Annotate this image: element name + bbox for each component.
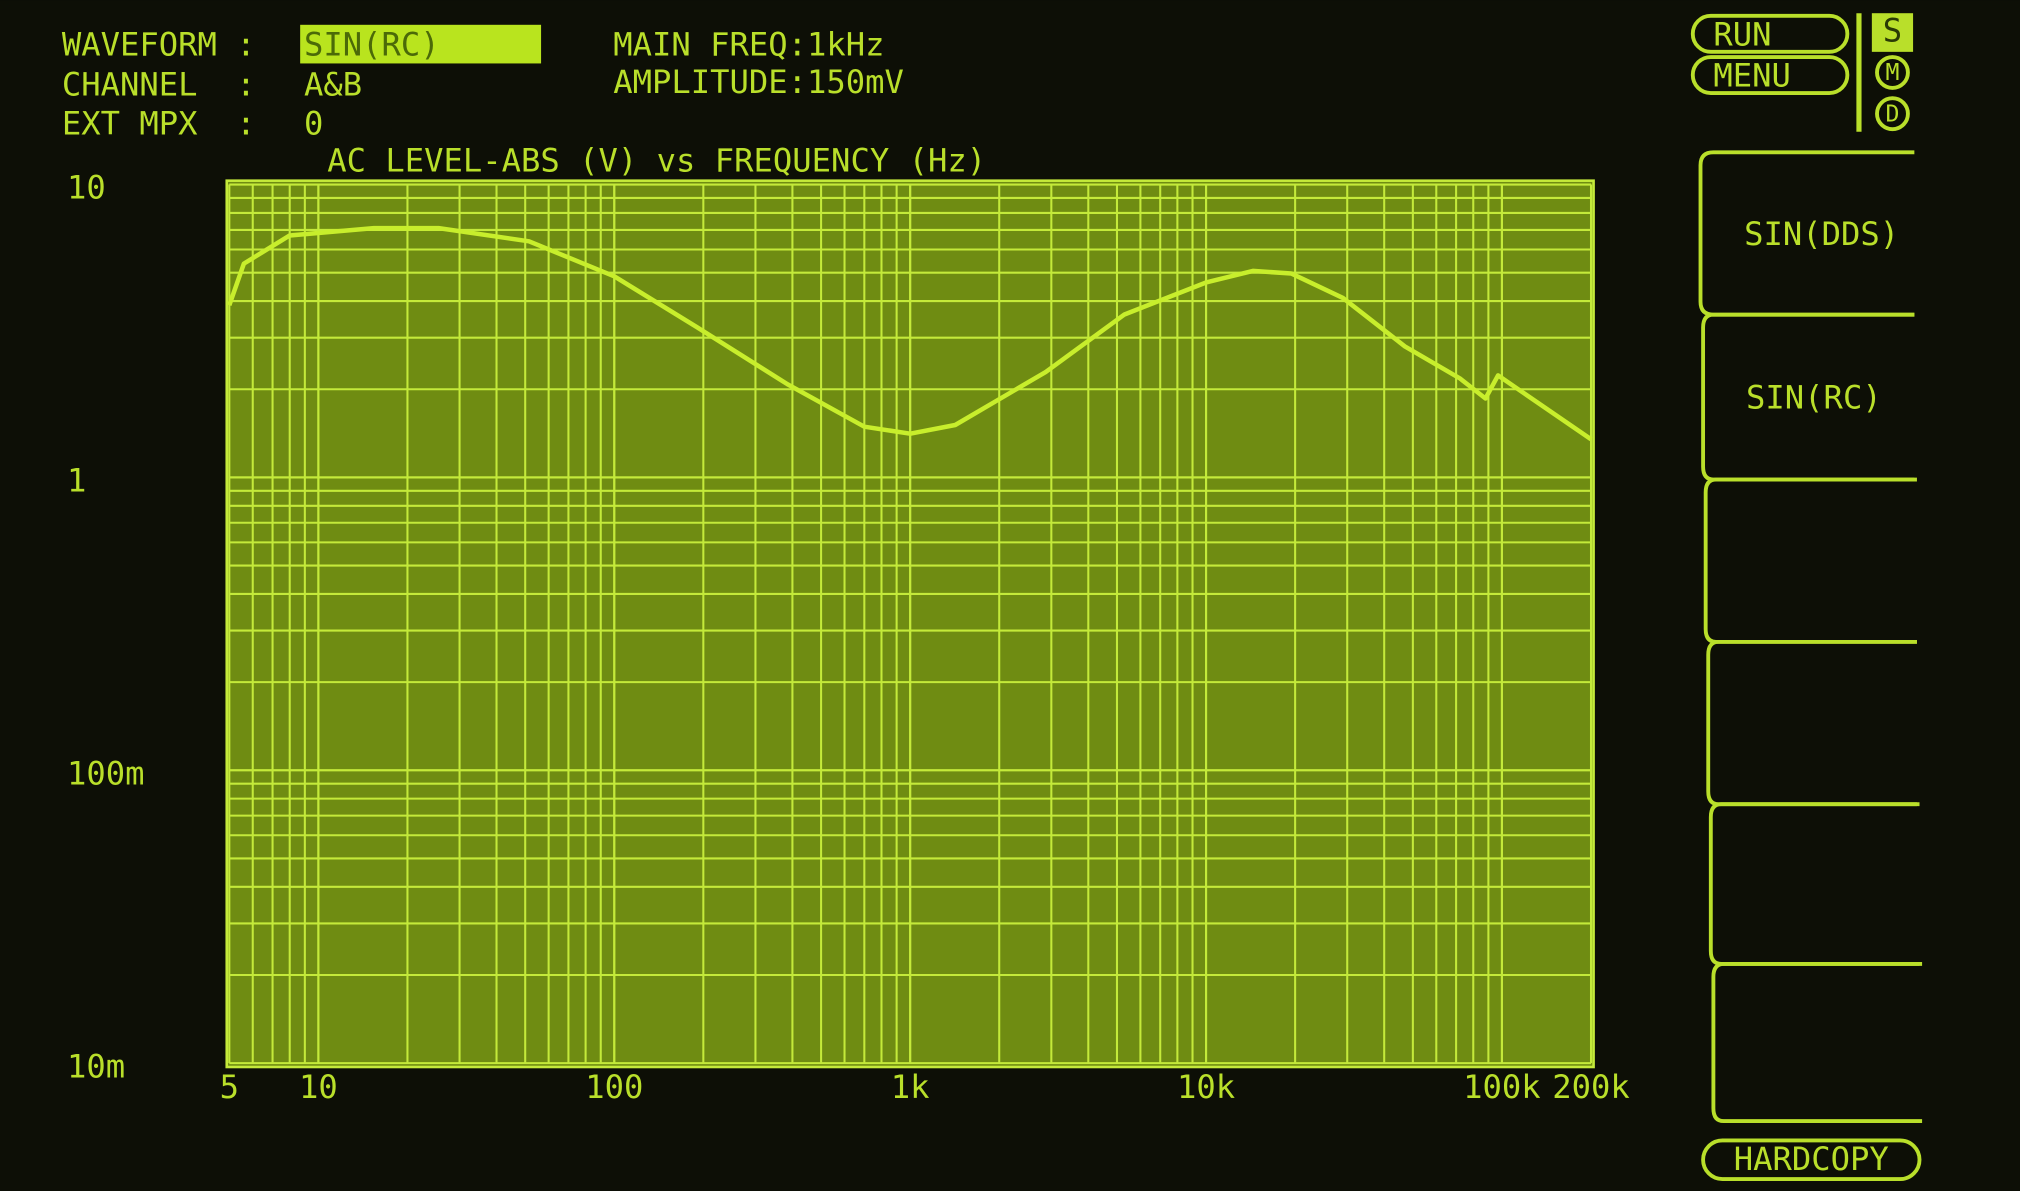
- indicator: D: [1885, 100, 1899, 127]
- field-label: CHANNEL :: [62, 66, 256, 104]
- highlight: [300, 24, 542, 64]
- softkey[interactable]: [1706, 639, 1917, 807]
- x-tick-label: 5: [220, 1068, 239, 1106]
- x-tick-label: 100k: [1463, 1068, 1541, 1106]
- menu-label: MENU: [1713, 57, 1791, 95]
- menu-button[interactable]: [1690, 55, 1850, 96]
- x-tick-label: 10: [299, 1068, 338, 1106]
- softkey-label: SIN(RC): [1746, 379, 1882, 417]
- hardcopy-label: HARDCOPY: [1734, 1140, 1889, 1178]
- indicator: S: [1883, 12, 1902, 50]
- x-tick-label: 200k: [1552, 1068, 1630, 1106]
- main-freq: MAIN FREQ:1kHz: [613, 26, 884, 64]
- run-button[interactable]: [1690, 13, 1850, 54]
- y-tick-label: 10m: [67, 1047, 125, 1085]
- softkey-label: SIN(DDS): [1744, 215, 1899, 253]
- y-tick-label: 100m: [67, 754, 145, 792]
- amplitude: AMPLITUDE:150mV: [613, 63, 904, 101]
- hardcopy-button[interactable]: [1701, 1138, 1922, 1182]
- indicator-ring: [1875, 96, 1910, 132]
- field-value: A&B: [304, 66, 362, 104]
- run-label: RUN: [1713, 15, 1771, 53]
- indicator: M: [1885, 59, 1899, 86]
- plot-border: [225, 179, 1595, 1069]
- field-value: 0: [304, 104, 323, 142]
- y-tick-label: 1: [67, 462, 86, 500]
- field-label: EXT MPX :: [62, 104, 256, 142]
- x-tick-label: 100: [585, 1068, 643, 1106]
- x-tick-label: 10k: [1177, 1068, 1235, 1106]
- field-label: WAVEFORM :: [62, 26, 256, 64]
- indicator-box: [1871, 13, 1914, 52]
- softkey[interactable]: [1708, 802, 1920, 966]
- plot: 5 10 100 1k 10k 100k 200k 10m 100m 1 10: [67, 169, 1630, 1106]
- y-tick-label: 10: [67, 169, 106, 207]
- field-value: SIN(RC): [304, 26, 440, 64]
- x-tick-label: 1k: [891, 1068, 930, 1106]
- softkey[interactable]: [1703, 477, 1917, 644]
- indicator-ring: [1875, 55, 1910, 90]
- softkey[interactable]: [1701, 312, 1915, 482]
- softkey[interactable]: [1711, 962, 1923, 1124]
- data-line: [227, 225, 1593, 442]
- chart-title: AC LEVEL-ABS (V) vs FREQUENCY (Hz): [327, 142, 986, 180]
